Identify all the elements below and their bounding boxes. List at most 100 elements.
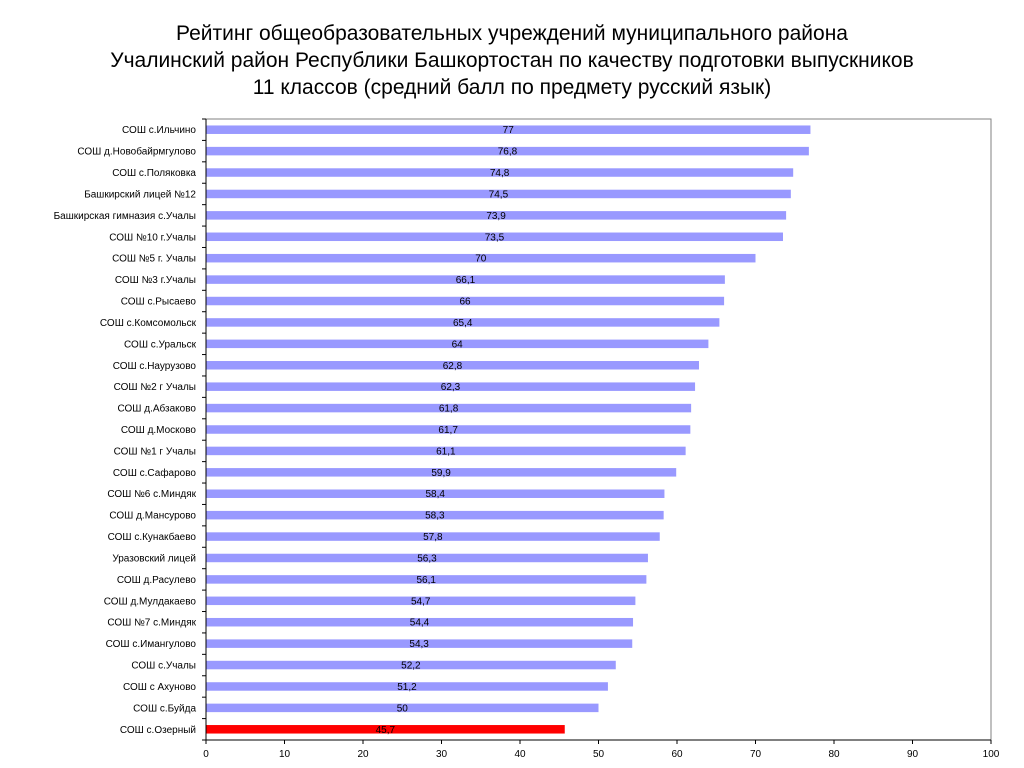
- bar: [206, 125, 811, 134]
- category-label: Башкирская гимназия с.Учалы: [54, 211, 196, 222]
- chart-title: Рейтинг общеобразовательных учреждений м…: [0, 20, 1024, 101]
- bar: [206, 318, 720, 327]
- bar-value-label: 77: [503, 125, 515, 136]
- category-label: СОШ д.Новобайрмгулово: [77, 146, 196, 158]
- bar-value-label: 62,3: [441, 382, 461, 393]
- bar: [206, 211, 787, 220]
- category-label: СОШ д.Расулево: [117, 575, 197, 586]
- bar: [206, 489, 665, 498]
- category-label: СОШ №10 г.Учалы: [109, 232, 196, 243]
- bar: [206, 253, 756, 263]
- bar: [206, 382, 696, 391]
- bar: [206, 660, 616, 670]
- bar: [206, 532, 660, 541]
- bar: [206, 682, 608, 691]
- bar-value-label: 65,4: [453, 318, 473, 329]
- bar-value-label: 59,9: [431, 468, 451, 479]
- bar-value-label: 45,7: [376, 725, 396, 736]
- category-label: СОШ д.Мансурово: [109, 511, 196, 522]
- category-label: СОШ с.Уральск: [124, 339, 197, 350]
- bar: [206, 275, 725, 284]
- bar: [206, 617, 634, 627]
- x-tick-label: 90: [907, 749, 919, 760]
- category-label: СОШ №6 с.Миндяк: [107, 489, 196, 500]
- category-label: Башкирский лицей №12: [84, 189, 196, 200]
- bar-value-label: 51,2: [397, 682, 417, 693]
- bar-value-label: 58,3: [425, 511, 445, 522]
- bar-value-label: 64: [452, 339, 464, 350]
- bar: [206, 596, 636, 606]
- category-label: СОШ с.Учалы: [131, 661, 196, 672]
- bar-value-label: 56,1: [416, 575, 436, 586]
- category-label: СОШ №1 г Учалы: [114, 446, 196, 457]
- x-tick-label: 60: [671, 749, 683, 760]
- bar: [206, 361, 699, 370]
- bar: [206, 425, 691, 434]
- category-label: СОШ №5 г. Учалы: [112, 254, 196, 265]
- highlighted-bar: [206, 725, 565, 734]
- bar: [206, 146, 809, 156]
- bar-value-label: 61,7: [438, 425, 458, 436]
- bar: [206, 575, 647, 584]
- bar: [206, 339, 709, 349]
- bar: [206, 639, 633, 648]
- bar-value-label: 66,1: [456, 275, 476, 286]
- bar-value-label: 73,5: [485, 232, 505, 243]
- bar: [206, 553, 648, 563]
- bar-value-label: 54,7: [411, 596, 431, 607]
- category-label: СОШ №7 с.Миндяк: [107, 618, 196, 629]
- category-label: СОШ с.Поляковка: [112, 168, 196, 179]
- bar: [206, 296, 725, 306]
- x-tick-label: 40: [514, 749, 526, 760]
- x-tick-label: 0: [203, 749, 209, 760]
- category-label: СОШ с.Озерный: [120, 725, 196, 736]
- x-tick-label: 70: [750, 749, 762, 760]
- x-tick-label: 30: [436, 749, 448, 760]
- category-label: СОШ д.Москово: [121, 425, 197, 436]
- bar-value-label: 73,9: [486, 211, 506, 222]
- category-label: СОШ №3 г.Учалы: [115, 275, 196, 286]
- category-label: СОШ с.Рысаево: [121, 297, 197, 308]
- bar: [206, 232, 783, 242]
- bar: [206, 446, 686, 456]
- x-tick-label: 10: [279, 749, 291, 760]
- x-tick-label: 80: [828, 749, 840, 760]
- chart-title-line-1: Рейтинг общеобразовательных учреждений м…: [176, 22, 848, 45]
- bar-value-label: 70: [475, 254, 487, 265]
- x-tick-label: 100: [983, 749, 1000, 760]
- category-label: СОШ с.Наурузово: [113, 361, 197, 372]
- plot-frame: [206, 118, 992, 740]
- bar-value-label: 56,3: [417, 553, 437, 564]
- category-label: Уразовский лицей: [112, 553, 196, 564]
- bar: [206, 403, 692, 413]
- bar-value-label: 74,5: [489, 189, 509, 200]
- category-label: СОШ д.Абзаково: [118, 403, 197, 415]
- category-label: СОШ с Ахуново: [123, 682, 196, 693]
- bar: [206, 703, 599, 713]
- bar-value-label: 74,8: [490, 168, 510, 179]
- bar-value-label: 66: [459, 297, 471, 308]
- x-tick-label: 50: [593, 749, 605, 760]
- category-label: СОШ с.Сафарово: [113, 467, 197, 479]
- bar-value-label: 61,1: [436, 446, 456, 457]
- chart-title-line-3: 11 классов (средний балл по предмету рус…: [252, 76, 772, 99]
- bar-value-label: 50: [397, 703, 409, 714]
- chart-title-line-2: Учалинский район Республики Башкортостан…: [110, 49, 914, 72]
- category-label: СОШ с.Имангулово: [106, 639, 197, 650]
- bar-value-label: 52,2: [401, 661, 421, 672]
- bar-value-label: 62,8: [443, 361, 463, 372]
- bar-value-label: 58,4: [425, 489, 445, 500]
- bar: [206, 168, 794, 177]
- bar: [206, 510, 664, 520]
- category-label: СОШ с.Буйда: [133, 703, 196, 714]
- bar-value-label: 57,8: [423, 532, 443, 543]
- bar: [206, 468, 677, 477]
- bar: [206, 189, 791, 199]
- category-label: СОШ с.Ильчино: [122, 125, 196, 136]
- category-label: СОШ с.Комсомольск: [100, 318, 197, 329]
- category-label: СОШ №2 г Учалы: [114, 382, 196, 393]
- bar-value-label: 54,3: [409, 639, 429, 650]
- category-label: СОШ с.Кунакбаево: [108, 531, 197, 543]
- category-label: СОШ д.Мулдакаево: [104, 596, 197, 607]
